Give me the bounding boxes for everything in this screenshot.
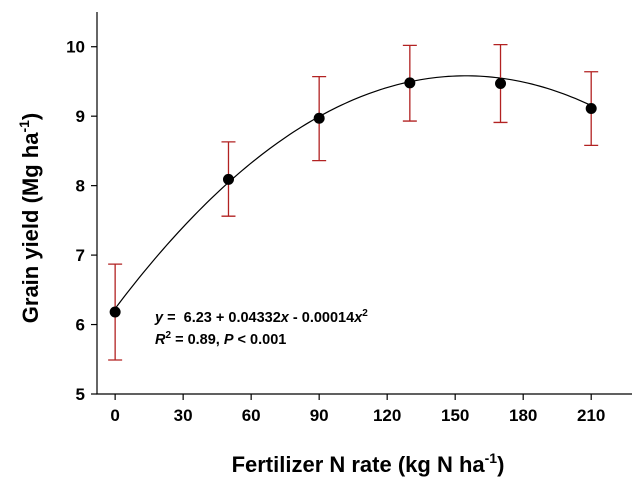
y-tick-label: 7 [76,246,85,265]
x-tick-label: 0 [110,406,119,425]
eq-sup: 2 [362,308,368,319]
axes: 0 30 60 90 120 150 180 210 5 6 7 8 9 10 [66,12,632,425]
data-point [109,306,121,318]
x-tick-label: 90 [310,406,329,425]
y-tick-label: 6 [76,316,85,335]
y-tick-label: 9 [76,107,85,126]
r2-annotation: R2 = 0.89, P < 0.001 [155,330,286,348]
y-axis-label-sup: -1 [16,120,32,133]
data-point [313,112,325,124]
x-axis-label-sup: -1 [485,450,498,466]
x-tick-label: 30 [174,406,193,425]
y-tick-label: 8 [76,177,85,196]
p-rest: < 0.001 [234,332,287,348]
y-axis-label-suffix: ) [18,113,43,120]
data-point [585,103,597,115]
x-axis-label-main: Fertilizer N rate (kg N ha [232,452,486,477]
x-tick-label: 60 [242,406,261,425]
p-p: P [224,332,234,348]
r2-rest: = 0.89, [171,332,224,348]
data-point [404,77,416,89]
eq-rest: - 0.00014 [289,310,354,326]
y-tick-label: 5 [76,385,85,404]
eq-x-var-1: x [280,310,290,326]
x-tick-label: 210 [577,406,605,425]
y-axis-label: Grain yield (Mg ha-1) [16,113,43,323]
fit-curve [114,75,592,309]
y-tick-label: 10 [66,38,85,57]
eq-x-var-2: x [353,310,363,326]
eq-y-var: y [154,310,164,326]
x-axis-label: Fertilizer N rate (kg N ha-1) [232,450,505,477]
data-point [222,173,234,185]
y-axis-label-main: Grain yield (Mg ha [18,132,43,323]
x-axis-label-suffix: ) [497,452,504,477]
x-tick-label: 180 [509,406,537,425]
x-tick-label: 150 [441,406,469,425]
plot-area [108,43,599,361]
x-tick-label: 120 [373,406,401,425]
eq-mid: = 6.23 + 0.04332 [163,310,281,326]
r2-sup: 2 [165,330,171,341]
equation-annotation: y = 6.23 + 0.04332x - 0.00014x2 [154,308,368,326]
r2-r: R [155,332,166,348]
data-point [495,78,507,90]
